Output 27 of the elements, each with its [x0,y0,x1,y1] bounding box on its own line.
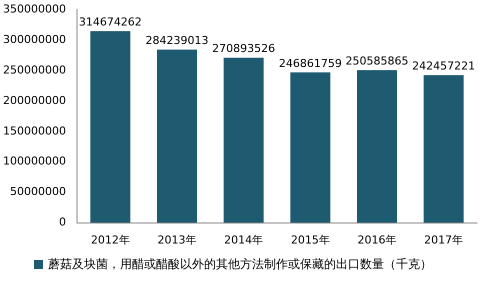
data-label: 242457221 [412,59,476,72]
x-tick-label: 2016年 [357,233,396,246]
y-tick-label: 250000000 [2,63,66,76]
x-tick-label: 2015年 [290,233,330,246]
legend-label: 蘑菇及块菌，用醋或醋酸以外的其他方法制作或保藏的出口数量（千克） [48,256,432,273]
x-tick-label: 2012年 [90,233,130,246]
data-label: 314674262 [78,15,142,28]
data-label: 246861759 [278,56,342,70]
bar [290,72,330,223]
x-tick-label: 2017年 [424,233,464,246]
bar [90,31,130,223]
x-tick-label: 2014年 [224,233,264,246]
y-tick-label: 300000000 [2,32,66,46]
y-tick-label: 50000000 [10,185,66,198]
y-tick-label: 350000000 [2,2,66,16]
bar [356,70,397,223]
bar [156,50,197,223]
data-label: 270893526 [212,42,276,56]
data-label: 250585865 [345,54,408,68]
y-tick-label: 0 [58,216,66,229]
bar [224,58,264,223]
y-tick-label: 150000000 [2,124,66,138]
x-tick-label: 2013年 [157,233,196,246]
bar [424,75,464,223]
y-tick-label: 200000000 [2,94,66,107]
data-label: 284239013 [145,34,208,48]
y-tick-label: 100000000 [2,154,66,168]
